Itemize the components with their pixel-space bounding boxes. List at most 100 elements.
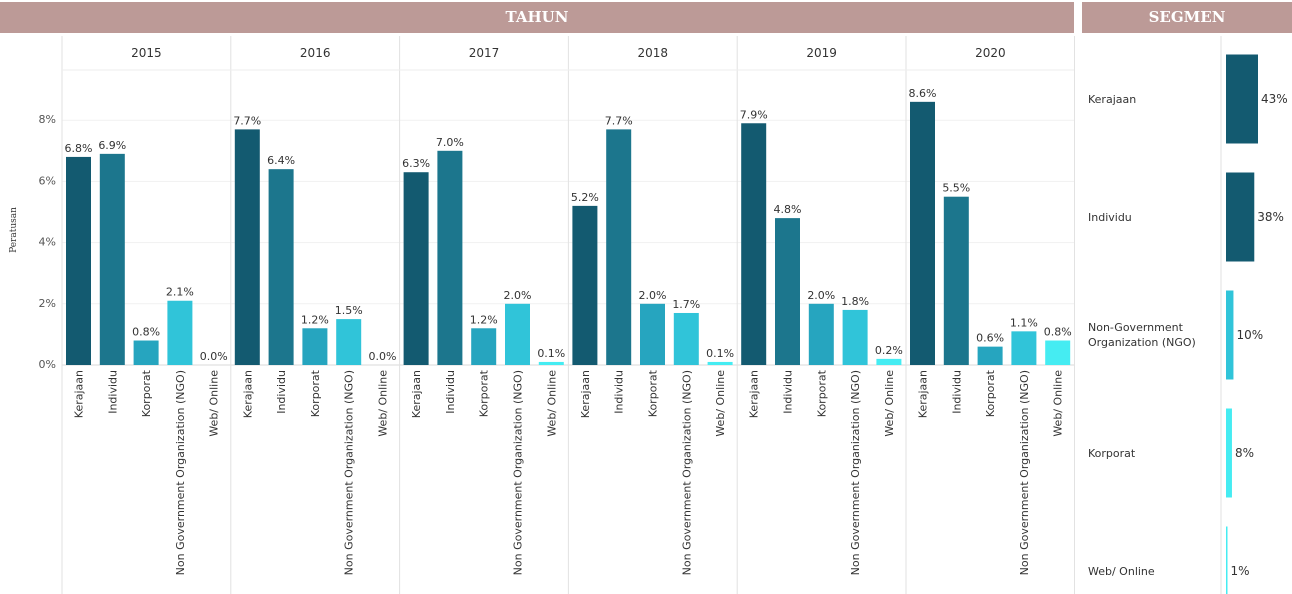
bar bbox=[707, 361, 733, 365]
bar bbox=[572, 205, 598, 365]
bar bbox=[538, 361, 564, 365]
category-label: Kerajaan bbox=[748, 370, 761, 418]
category-label: Korporat bbox=[647, 369, 660, 417]
category-label: Non Government Organization (NGO) bbox=[343, 370, 356, 575]
category-label: Kerajaan bbox=[410, 370, 423, 418]
segment-bar bbox=[1226, 526, 1228, 594]
year-label: 2015 bbox=[131, 46, 162, 60]
bar bbox=[133, 340, 159, 365]
data-label: 0.0% bbox=[369, 350, 397, 363]
category-label: Kerajaan bbox=[579, 370, 592, 418]
bar bbox=[1045, 340, 1071, 365]
data-label: 7.7% bbox=[233, 114, 261, 127]
data-label: 1.8% bbox=[841, 295, 869, 308]
data-label: 2.1% bbox=[166, 286, 194, 299]
bar bbox=[673, 312, 699, 365]
segment-label: Korporat bbox=[1088, 447, 1136, 460]
bar bbox=[977, 346, 1003, 365]
category-label: Web/ Online bbox=[208, 370, 221, 437]
category-label: Individu bbox=[613, 370, 626, 414]
bar bbox=[471, 328, 497, 365]
year-label: 2018 bbox=[638, 46, 669, 60]
data-label: 0.0% bbox=[200, 350, 228, 363]
bar bbox=[910, 101, 935, 365]
category-label: Non Government Organization (NGO) bbox=[849, 370, 862, 575]
bar bbox=[775, 218, 800, 365]
data-label: 5.5% bbox=[942, 182, 970, 195]
bar bbox=[302, 328, 328, 365]
category-label: Individu bbox=[950, 370, 963, 414]
data-label: 0.8% bbox=[1044, 326, 1072, 339]
data-label: 7.0% bbox=[436, 136, 464, 149]
data-label: 6.8% bbox=[65, 142, 93, 155]
bar bbox=[640, 303, 665, 365]
category-label: Kerajaan bbox=[241, 370, 254, 418]
bar bbox=[336, 319, 362, 365]
bar bbox=[842, 309, 868, 365]
yearly-bar-chart: Peratusan 0% 2% 4% 6% 8% 2015 6.8% Kerajaan 6.9%… bbox=[9, 36, 1074, 594]
category-label: Non Government Organization (NGO) bbox=[512, 370, 525, 575]
bar bbox=[66, 156, 91, 365]
segment-value-label: 1% bbox=[1231, 564, 1250, 578]
year-label: 2016 bbox=[300, 46, 331, 60]
segment-bar bbox=[1226, 290, 1234, 380]
segment-bar bbox=[1226, 172, 1255, 262]
data-label: 1.2% bbox=[470, 313, 498, 326]
segment-value-label: 38% bbox=[1257, 210, 1284, 224]
category-label: Individu bbox=[106, 370, 119, 414]
data-label: 0.1% bbox=[706, 347, 734, 360]
data-label: 4.8% bbox=[774, 203, 802, 216]
category-label: Korporat bbox=[815, 369, 828, 417]
category-label: Individu bbox=[444, 370, 457, 414]
data-label: 5.2% bbox=[571, 191, 599, 204]
data-label: 0.1% bbox=[537, 347, 565, 360]
category-label: Web/ Online bbox=[545, 370, 558, 437]
segment-label: Web/ Online bbox=[1088, 565, 1155, 578]
bar bbox=[1011, 331, 1037, 365]
category-label: Korporat bbox=[140, 369, 153, 417]
data-label: 2.0% bbox=[807, 289, 835, 302]
data-label: 1.1% bbox=[1010, 316, 1038, 329]
bar bbox=[943, 196, 969, 365]
segment-value-label: 43% bbox=[1261, 92, 1288, 106]
segment-label: Non-Government Organization (NGO) bbox=[1088, 321, 1196, 349]
y-tick-label: 0% bbox=[39, 358, 56, 371]
bar bbox=[876, 358, 902, 365]
data-label: 8.6% bbox=[909, 87, 937, 100]
segment-bar bbox=[1226, 408, 1232, 498]
data-label: 1.5% bbox=[335, 304, 363, 317]
bar bbox=[505, 303, 530, 365]
bar bbox=[403, 172, 429, 365]
category-label: Kerajaan bbox=[73, 370, 86, 418]
data-label: 2.0% bbox=[639, 289, 667, 302]
category-label: Non Government Organization (NGO) bbox=[680, 370, 693, 575]
bar bbox=[741, 123, 767, 365]
y-tick-label: 2% bbox=[39, 297, 56, 310]
data-label: 7.9% bbox=[740, 108, 768, 121]
category-label: Korporat bbox=[984, 369, 997, 417]
segment-value-label: 10% bbox=[1236, 328, 1263, 342]
y-axis-label: Peratusan bbox=[9, 207, 19, 253]
bar bbox=[234, 129, 260, 365]
year-label: 2020 bbox=[975, 46, 1006, 60]
segment-header: SEGMEN bbox=[1082, 2, 1292, 33]
data-label: 0.2% bbox=[875, 344, 903, 357]
bar bbox=[268, 169, 294, 365]
category-label: Kerajaan bbox=[917, 370, 930, 418]
segment-label: Kerajaan bbox=[1088, 93, 1136, 106]
year-label: 2017 bbox=[469, 46, 500, 60]
data-label: 6.4% bbox=[267, 154, 295, 167]
category-label: Individu bbox=[782, 370, 795, 414]
year-header: TAHUN bbox=[0, 2, 1074, 33]
data-label: 0.8% bbox=[132, 326, 160, 339]
category-label: Web/ Online bbox=[1052, 370, 1065, 437]
segment-value-label: 8% bbox=[1235, 446, 1254, 460]
category-label: Non Government Organization (NGO) bbox=[174, 370, 187, 575]
data-label: 2.0% bbox=[504, 289, 532, 302]
bar bbox=[167, 300, 193, 365]
bar bbox=[808, 303, 834, 365]
category-label: Web/ Online bbox=[883, 370, 896, 437]
segment-bar bbox=[1226, 54, 1258, 144]
data-label: 1.2% bbox=[301, 313, 329, 326]
y-tick-label: 8% bbox=[39, 113, 56, 126]
